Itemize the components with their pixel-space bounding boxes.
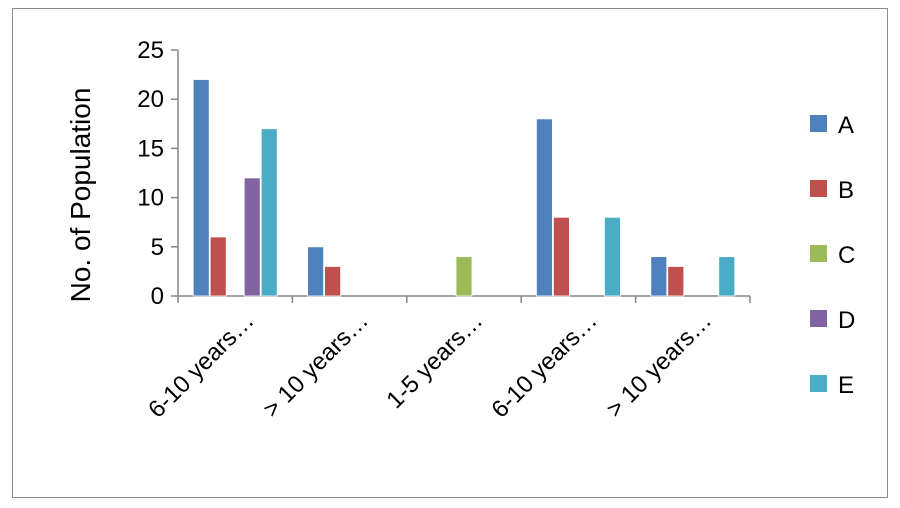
- bar-b: [667, 266, 685, 297]
- legend-swatch-d: [810, 310, 827, 327]
- bar-e: [718, 256, 736, 297]
- y-axis-title: No. of Population: [65, 88, 96, 303]
- legend-swatch-b: [810, 180, 827, 197]
- x-tick-label: 6-10 years…: [486, 307, 602, 423]
- bar-a: [536, 118, 553, 297]
- legend-swatch-c: [810, 245, 827, 262]
- bar-d: [243, 177, 261, 297]
- bar-b: [553, 216, 570, 297]
- x-tick-label: > 10 years…: [601, 307, 717, 423]
- bar-a: [307, 246, 325, 297]
- bar-e: [604, 216, 621, 297]
- y-tick-label: 15: [137, 135, 164, 162]
- legend-label-a: A: [838, 112, 854, 139]
- bar-c: [455, 256, 473, 297]
- y-tick-label: 20: [137, 86, 164, 113]
- legend-swatch-e: [810, 375, 827, 392]
- legend-label-c: C: [838, 242, 855, 269]
- chart-frame: [12, 8, 888, 498]
- y-tick-label: 25: [137, 37, 164, 64]
- x-tick-label: 6-10 years…: [143, 307, 259, 423]
- legend-label-e: E: [838, 372, 854, 399]
- bar-b: [209, 236, 227, 297]
- bar-a: [192, 79, 210, 297]
- x-tick-label: > 10 years…: [258, 307, 374, 423]
- legend-label-d: D: [838, 307, 855, 334]
- legend-swatch-a: [810, 115, 827, 132]
- y-tick-label: 0: [151, 283, 164, 310]
- y-tick-label: 10: [137, 185, 164, 212]
- bar-e: [260, 128, 278, 297]
- x-tick-label: 1-5 years…: [381, 307, 488, 414]
- bar-b: [324, 266, 342, 297]
- y-tick-label: 5: [151, 234, 164, 261]
- legend-label-b: B: [838, 177, 854, 204]
- bar-a: [650, 256, 668, 297]
